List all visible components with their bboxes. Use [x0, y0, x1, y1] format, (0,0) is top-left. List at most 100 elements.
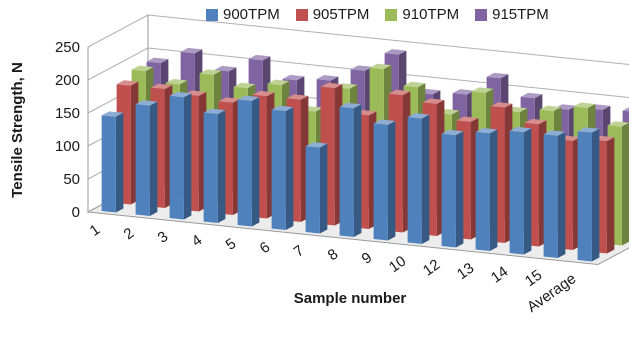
bar-top	[509, 126, 532, 133]
bar-top	[116, 80, 139, 86]
legend-item: 905TPM	[295, 6, 370, 23]
bar-top	[169, 91, 192, 98]
legend-label-900tpm: 900TPM	[223, 6, 280, 23]
bar-top	[471, 87, 494, 93]
bar-top	[252, 90, 275, 97]
bar-top	[388, 89, 411, 96]
bar-side	[455, 131, 464, 248]
bar-side	[217, 110, 226, 223]
x-tick-label: 14	[488, 263, 511, 286]
legend: 900TPM 905TPM 910TPM 915TPM	[206, 6, 549, 23]
bar-front	[373, 123, 388, 241]
bar-top	[524, 118, 547, 125]
bar-top	[573, 102, 596, 109]
bar-top	[539, 105, 562, 112]
y-tick-label: 200	[55, 72, 80, 89]
bar-top	[101, 111, 124, 117]
x-tick-label: 6	[257, 239, 274, 258]
bar-front	[271, 109, 286, 230]
legend-label-905tpm: 905TPM	[312, 6, 370, 23]
bar-top	[475, 128, 498, 134]
bar-top	[286, 94, 309, 100]
bar-top	[271, 105, 294, 112]
bar	[135, 100, 158, 216]
bar	[339, 102, 362, 237]
bar-front	[135, 104, 150, 216]
x-tick-label: 3	[155, 228, 172, 247]
bar-top	[422, 98, 445, 104]
bar-top	[577, 127, 600, 133]
bar-side	[523, 128, 532, 255]
bar-front	[475, 132, 490, 251]
bar	[441, 129, 464, 248]
x-tick-label: 15	[522, 267, 545, 290]
bar-front	[407, 117, 422, 244]
bar-side	[285, 107, 294, 230]
bar	[271, 105, 294, 230]
bar-front	[203, 112, 218, 223]
x-tick-label: 4	[189, 232, 206, 251]
bar-side	[251, 97, 260, 227]
bar-side	[621, 122, 629, 246]
bar-top	[214, 65, 237, 72]
x-tick-label: 8	[325, 246, 342, 265]
bar	[577, 127, 600, 262]
bar-top	[233, 82, 256, 89]
x-tick-label: 1	[87, 221, 104, 240]
bar-top	[135, 100, 158, 106]
bar-front	[509, 130, 524, 255]
bar-side	[149, 101, 158, 216]
bar	[407, 113, 430, 244]
bar-top	[520, 92, 543, 99]
bar-top	[490, 102, 513, 108]
bar-top	[180, 47, 203, 54]
y-tick-label: 50	[63, 171, 80, 188]
bar-top	[607, 121, 629, 127]
bar-top	[131, 65, 154, 72]
bar-top	[456, 116, 479, 123]
bar-top	[237, 95, 260, 102]
bar-top	[248, 54, 271, 61]
x-tick-label: 10	[386, 253, 409, 276]
bar-front	[441, 133, 456, 248]
y-axis-title: Tensile Strength, N	[9, 62, 26, 198]
bar	[543, 130, 566, 258]
bar-side	[591, 128, 600, 262]
bar-front	[169, 95, 184, 220]
bar-top	[403, 81, 426, 88]
legend-item: 910TPM	[385, 6, 459, 23]
bar	[169, 91, 192, 220]
bar-top	[369, 63, 392, 70]
bar	[509, 126, 532, 255]
legend-label-910tpm: 910TPM	[402, 6, 460, 23]
bar-top	[146, 57, 169, 64]
bar-side	[606, 137, 615, 254]
bar-side	[489, 129, 498, 251]
y-tick-label: 150	[55, 105, 80, 122]
bar-side	[387, 120, 396, 241]
bar	[237, 95, 260, 227]
bar-top	[350, 65, 373, 71]
bar-side	[421, 114, 430, 244]
bar-top	[373, 119, 396, 125]
y-tick-label: 250	[55, 39, 80, 56]
bar-top	[282, 74, 305, 81]
bar	[203, 108, 226, 223]
bar-front	[543, 134, 558, 258]
bar-side	[353, 104, 362, 237]
bar-top	[486, 72, 509, 79]
bar-top	[150, 83, 173, 90]
bar-top	[320, 82, 343, 89]
bar-top	[203, 108, 226, 115]
bar-side	[319, 143, 328, 234]
x-tick-label: 7	[291, 242, 308, 261]
bar-top	[267, 79, 290, 86]
legend-swatch-900tpm	[206, 8, 218, 21]
y-tick-label: 100	[55, 138, 80, 155]
bar	[373, 119, 396, 241]
x-tick-label: 2	[121, 225, 138, 244]
legend-label-915tpm: 915TPM	[492, 6, 549, 23]
gridline-side	[87, 47, 149, 81]
